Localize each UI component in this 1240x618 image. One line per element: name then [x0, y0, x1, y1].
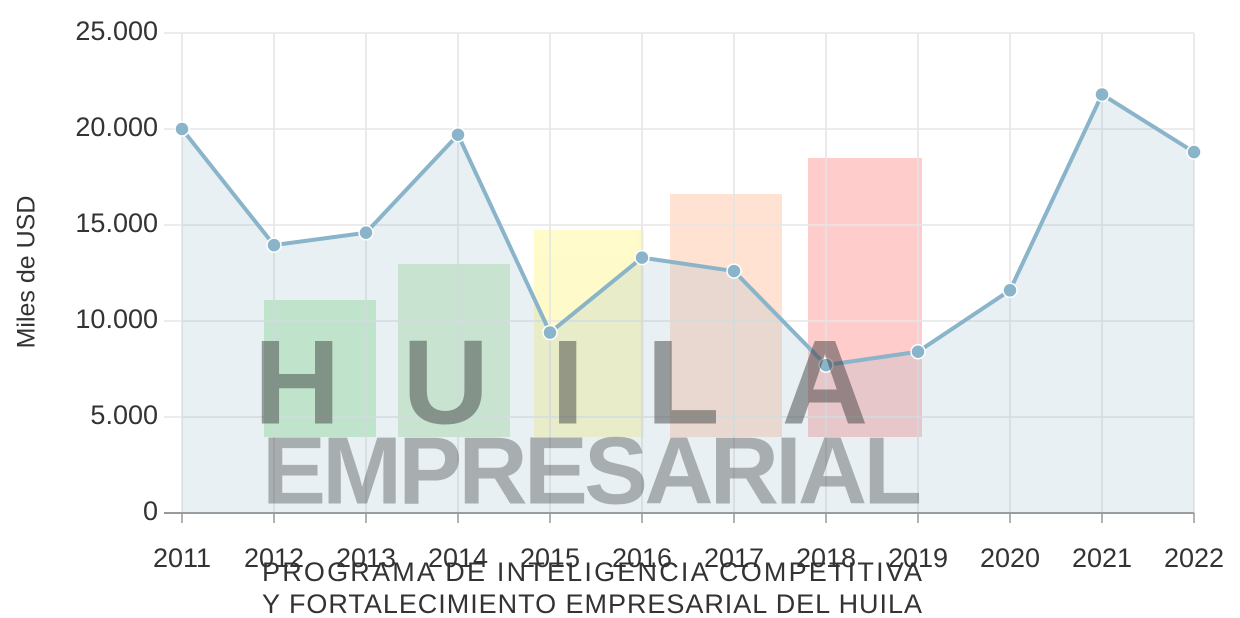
watermark-text: HUILA EMPRESARIAL PROGRAMA DE INTELIGENC…: [254, 316, 931, 618]
point: [1094, 86, 1110, 103]
line: [180, 91, 1196, 368]
logo-block: [808, 158, 922, 437]
point: [542, 324, 558, 341]
x-tick-label: 2018: [796, 543, 856, 573]
watermark-title: HUILA: [254, 316, 931, 450]
point: [266, 237, 282, 253]
x-tick-label: 2016: [612, 543, 672, 573]
y-tick-label: 15.000: [75, 208, 158, 238]
watermark-subtitle: EMPRESARIAL: [262, 417, 922, 524]
x-tick-label: 2022: [1164, 543, 1224, 573]
point: [174, 121, 190, 137]
area: [182, 94, 1194, 513]
plot: [164, 32, 1202, 523]
x-tick-label: 2020: [980, 543, 1040, 573]
point: [726, 263, 742, 279]
x-tick-label: 2015: [520, 543, 580, 573]
watermark-logo: [264, 158, 922, 437]
point: [1002, 282, 1018, 299]
y-tick-label: 10.000: [75, 304, 158, 334]
y-tick-label: 25.000: [75, 16, 158, 46]
x-tick-label: 2017: [704, 543, 764, 573]
x-tick-label: 2011: [153, 543, 211, 573]
point: [634, 249, 650, 266]
point: [910, 343, 926, 360]
y-tick-label: 0: [143, 496, 158, 526]
logo-block: [264, 300, 376, 437]
logo-block: [398, 264, 510, 437]
watermark-line: Y FORTALECIMIENTO EMPRESARIAL DEL HUILA: [262, 589, 922, 618]
point: [450, 127, 466, 143]
x-tick-label: 2013: [336, 543, 396, 573]
x-tick-label: 2014: [428, 543, 488, 573]
logo-block: [670, 194, 782, 437]
y-tick-label: 5.000: [90, 400, 158, 430]
point: [1186, 144, 1202, 160]
x-tick-label: 2012: [244, 543, 304, 573]
point: [358, 224, 374, 241]
y-axis-label: Miles de USD: [13, 196, 41, 349]
point: [818, 357, 834, 373]
x-tick-label: 2021: [1072, 543, 1132, 573]
y-tick-label: 20.000: [75, 112, 158, 142]
x-tick-label: 2019: [888, 543, 948, 573]
